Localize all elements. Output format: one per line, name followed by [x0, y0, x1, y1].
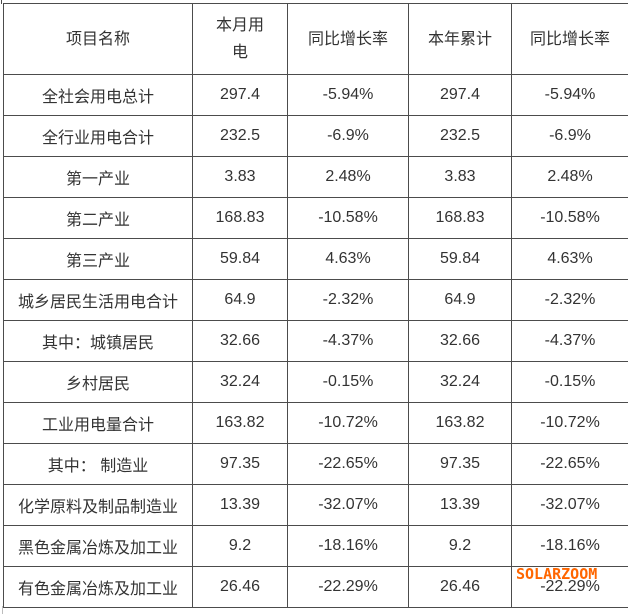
column-header-month-yoy: 同比增长率: [287, 3, 409, 75]
cell-item-name: 全行业用电合计: [3, 115, 193, 157]
cell-item-name: 有色金属冶炼及加工业: [3, 566, 193, 608]
cell-ytd-total: 163.82: [408, 402, 512, 444]
cell-ytd-yoy: -22.29%: [511, 566, 628, 608]
cell-month-usage: 59.84: [192, 238, 288, 280]
cell-ytd-yoy: -32.07%: [511, 484, 628, 526]
cell-ytd-total: 32.66: [408, 320, 512, 362]
cell-month-usage: 64.9: [192, 279, 288, 321]
cell-ytd-total: 97.35: [408, 443, 512, 485]
table-row: 第一产业 3.83 2.48% 3.83 2.48%: [3, 156, 628, 198]
cell-month-yoy: -2.32%: [287, 279, 409, 321]
cell-ytd-yoy: -10.72%: [511, 402, 628, 444]
crop-artifact-line-bottom: [2, 606, 3, 614]
table-row: 其中： 制造业 97.35 -22.65% 97.35 -22.65%: [3, 443, 628, 485]
cell-ytd-total: 297.4: [408, 74, 512, 116]
cell-month-yoy: 4.63%: [287, 238, 409, 280]
cell-ytd-yoy: -6.9%: [511, 115, 628, 157]
cell-item-name: 乡村居民: [3, 361, 193, 403]
cell-ytd-total: 13.39: [408, 484, 512, 526]
table-row: 有色金属冶炼及加工业 26.46 -22.29% 26.46 -22.29%: [3, 566, 628, 608]
electricity-usage-table: 项目名称 本月用 电 同比增长率 本年累计 同比增长率 全社会用电总计 297.4…: [3, 3, 628, 608]
cell-ytd-total: 3.83: [408, 156, 512, 198]
table-header: 项目名称 本月用 电 同比增长率 本年累计 同比增长率: [3, 3, 628, 75]
cell-month-usage: 97.35: [192, 443, 288, 485]
cell-ytd-yoy: 2.48%: [511, 156, 628, 198]
cell-month-usage: 26.46: [192, 566, 288, 608]
cell-item-name: 第二产业: [3, 197, 193, 239]
cell-month-yoy: -18.16%: [287, 525, 409, 567]
cell-ytd-total: 9.2: [408, 525, 512, 567]
cell-month-yoy: -32.07%: [287, 484, 409, 526]
cell-item-name: 第三产业: [3, 238, 193, 280]
cell-item-name: 工业用电量合计: [3, 402, 193, 444]
column-header-ytd-total: 本年累计: [408, 3, 512, 75]
cell-ytd-total: 32.24: [408, 361, 512, 403]
cell-ytd-total: 26.46: [408, 566, 512, 608]
cell-month-usage: 232.5: [192, 115, 288, 157]
table-row: 城乡居民生活用电合计 64.9 -2.32% 64.9 -2.32%: [3, 279, 628, 321]
cell-ytd-total: 59.84: [408, 238, 512, 280]
cell-ytd-total: 64.9: [408, 279, 512, 321]
cell-month-usage: 297.4: [192, 74, 288, 116]
table-row: 全社会用电总计 297.4 -5.94% 297.4 -5.94%: [3, 74, 628, 116]
cell-ytd-yoy: 4.63%: [511, 238, 628, 280]
table-row: 其中：城镇居民 32.66 -4.37% 32.66 -4.37%: [3, 320, 628, 362]
cell-item-name: 第一产业: [3, 156, 193, 198]
cell-item-name: 全社会用电总计: [3, 74, 193, 116]
cell-month-yoy: -6.9%: [287, 115, 409, 157]
table-row: 黑色金属冶炼及加工业 9.2 -18.16% 9.2 -18.16%: [3, 525, 628, 567]
cell-item-name: 黑色金属冶炼及加工业: [3, 525, 193, 567]
cell-ytd-yoy: -5.94%: [511, 74, 628, 116]
cell-item-name: 其中：城镇居民: [3, 320, 193, 362]
column-header-ytd-yoy: 同比增长率: [511, 3, 628, 75]
cell-month-yoy: -5.94%: [287, 74, 409, 116]
cell-item-name: 化学原料及制品制造业: [3, 484, 193, 526]
cell-ytd-yoy: -4.37%: [511, 320, 628, 362]
cell-month-yoy: -0.15%: [287, 361, 409, 403]
cell-month-usage: 9.2: [192, 525, 288, 567]
cell-month-yoy: 2.48%: [287, 156, 409, 198]
table-row: 乡村居民 32.24 -0.15% 32.24 -0.15%: [3, 361, 628, 403]
cell-month-usage: 3.83: [192, 156, 288, 198]
column-header-month-usage: 本月用 电: [192, 3, 288, 75]
cell-month-usage: 168.83: [192, 197, 288, 239]
crop-artifact-line-top: [1, 0, 2, 4]
table-row: 工业用电量合计 163.82 -10.72% 163.82 -10.72%: [3, 402, 628, 444]
solarzoom-watermark: SOLARZOOM: [516, 565, 598, 583]
cell-ytd-yoy: -2.32%: [511, 279, 628, 321]
table-row: 第二产业 168.83 -10.58% 168.83 -10.58%: [3, 197, 628, 239]
column-header-item-name: 项目名称: [3, 3, 193, 75]
cell-ytd-total: 232.5: [408, 115, 512, 157]
cell-ytd-yoy: -0.15%: [511, 361, 628, 403]
cell-ytd-yoy: -10.58%: [511, 197, 628, 239]
cell-ytd-total: 168.83: [408, 197, 512, 239]
table-row: 全行业用电合计 232.5 -6.9% 232.5 -6.9%: [3, 115, 628, 157]
cell-month-yoy: -22.29%: [287, 566, 409, 608]
cell-month-usage: 13.39: [192, 484, 288, 526]
cell-month-usage: 32.24: [192, 361, 288, 403]
header-row: 项目名称 本月用 电 同比增长率 本年累计 同比增长率: [3, 3, 628, 75]
cell-month-usage: 32.66: [192, 320, 288, 362]
cell-item-name: 其中： 制造业: [3, 443, 193, 485]
cell-month-yoy: -10.58%: [287, 197, 409, 239]
cell-item-name: 城乡居民生活用电合计: [3, 279, 193, 321]
cell-ytd-yoy: -18.16%: [511, 525, 628, 567]
cell-month-yoy: -10.72%: [287, 402, 409, 444]
cell-month-yoy: -4.37%: [287, 320, 409, 362]
table-row: 第三产业 59.84 4.63% 59.84 4.63%: [3, 238, 628, 280]
cell-month-yoy: -22.65%: [287, 443, 409, 485]
table-body: 全社会用电总计 297.4 -5.94% 297.4 -5.94% 全行业用电合计 232.…: [3, 74, 628, 608]
table-row: 化学原料及制品制造业 13.39 -32.07% 13.39 -32.07%: [3, 484, 628, 526]
cell-ytd-yoy: -22.65%: [511, 443, 628, 485]
cell-month-usage: 163.82: [192, 402, 288, 444]
